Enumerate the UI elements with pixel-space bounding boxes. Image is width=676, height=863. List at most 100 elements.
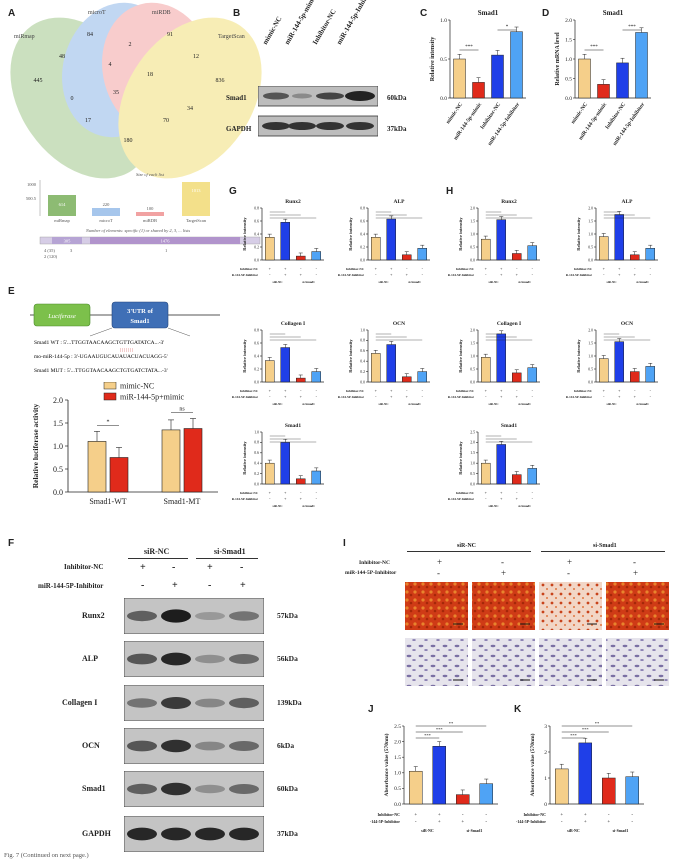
condition-sign: +	[500, 272, 503, 277]
blot-band	[195, 741, 225, 751]
condition-sign: +	[284, 496, 287, 501]
bar	[512, 474, 522, 485]
sig-label: ***	[582, 727, 590, 732]
condition-sign: +	[485, 266, 488, 271]
group-label: si-Smad1	[408, 402, 421, 406]
condition-sign: -	[516, 266, 518, 271]
condition-sign: -	[375, 272, 377, 277]
bar	[280, 442, 290, 485]
bar	[265, 360, 275, 383]
panelE-construct: Luciferase 3'UTR of Smad1 Smad1 WT : 5'.…	[30, 301, 220, 374]
group-underline	[196, 558, 258, 559]
panel-label-b: B	[233, 8, 241, 19]
legend-label: miR-144-5p+mimic	[120, 393, 185, 402]
group-label: siR-NC	[606, 280, 617, 284]
blot-band	[229, 741, 259, 751]
y-axis-label: Relative intensity	[430, 37, 436, 82]
y-tick-label: 2.0	[588, 206, 593, 210]
y-tick-label: 1.5	[565, 37, 572, 43]
y-tick-label: 0.8	[360, 206, 365, 210]
condition-sign: +	[284, 490, 287, 495]
condition-sign: +	[516, 394, 519, 399]
group-label: si-Smad1	[302, 402, 315, 406]
bar	[496, 444, 506, 485]
condition-sign: +	[406, 272, 409, 277]
condition-label: miR-144-5P-Inhibitor	[516, 819, 546, 824]
condition-sign: +	[607, 820, 610, 825]
group-label: si-Smad1	[636, 280, 649, 284]
y-tick-label: 1.0	[470, 461, 475, 465]
condition-sign: -	[316, 490, 318, 495]
blot-kda: 60kDa	[387, 94, 407, 102]
svg-text:Smad1 MUT : 5'...TTGGTAACAAGC: Smad1 MUT : 5'...TTGGTAACAAGCTGTGATCTATA…	[34, 368, 168, 374]
luciferase-box	[33, 303, 91, 327]
bar	[614, 214, 624, 261]
condition-sign: +	[584, 820, 587, 825]
condition-sign: -	[485, 272, 487, 277]
blot-band	[161, 827, 191, 841]
y-tick-label: 1.0	[588, 354, 593, 358]
y-tick-label: 1.0	[470, 354, 475, 358]
y-tick-label: 0	[544, 802, 547, 808]
blot-band	[195, 784, 225, 794]
condition-sign: +	[284, 266, 287, 271]
svg-text:Smad1: Smad1	[130, 318, 149, 325]
y-axis-label: Relative intensity	[576, 339, 581, 373]
stain-image	[539, 582, 602, 630]
svg-text:2: 2	[129, 42, 132, 48]
bar	[402, 254, 412, 261]
bar	[512, 253, 522, 261]
chart-title: Smad1	[603, 10, 624, 17]
condition-label: Inhibitor-NC	[346, 267, 365, 271]
blot-band	[229, 611, 259, 621]
condition-label: Inhibitor-NC	[240, 267, 259, 271]
condition-sign: -	[532, 496, 534, 501]
svg-text:3: 3	[70, 248, 73, 253]
bar	[578, 742, 592, 805]
svg-text:TargetScan: TargetScan	[186, 218, 207, 223]
panel-label-i: I	[343, 538, 346, 549]
svg-text:3'UTR of: 3'UTR of	[127, 308, 154, 315]
blot-image	[124, 771, 264, 807]
group-label: si-Smad1	[214, 547, 246, 556]
condition-sign: -	[422, 394, 424, 399]
condition-sign: +	[500, 266, 503, 271]
condition-sign: -	[603, 394, 605, 399]
condition-sign: +	[500, 490, 503, 495]
blot-band	[195, 827, 225, 841]
condition-sign: -	[532, 272, 534, 277]
blot-band	[229, 654, 259, 664]
y-tick-label: 0.8	[360, 339, 365, 343]
legend-label: mimic-NC	[120, 382, 154, 391]
x-tick-label: mimic-NC	[570, 102, 589, 125]
y-axis-label: Relative intensity	[458, 339, 463, 373]
y-tick-label: 1.0	[440, 18, 447, 24]
condition-sign: +	[618, 388, 621, 393]
bar	[409, 770, 423, 805]
blot-image	[124, 816, 264, 852]
panel-label-c: C	[420, 8, 428, 19]
condition-sign: -	[634, 388, 636, 393]
condition-sign: -	[269, 496, 271, 501]
condition-sign: -	[516, 490, 518, 495]
condition-label: miR-144-5P-Inhibitor	[38, 582, 104, 590]
svg-text:1: 1	[165, 248, 167, 253]
condition-label: Inhibitor-NC	[574, 267, 593, 271]
y-tick-label: 2.0	[470, 441, 475, 445]
sig-label: **	[595, 721, 600, 726]
condition-sign: -	[316, 394, 318, 399]
blot-name: OCN	[82, 741, 100, 750]
y-axis-label: Relative intensity	[458, 217, 463, 251]
svg-text:1013: 1013	[192, 188, 202, 193]
condition-sign: -	[316, 266, 318, 271]
x-tick-label: mimic-NC	[445, 102, 464, 125]
condition-sign: -	[269, 394, 271, 399]
figure-caption: Fig. 7 (Continued on next page.)	[4, 852, 89, 859]
y-tick-label: 0.8	[254, 441, 259, 445]
blot-kda: 57kDa	[277, 611, 298, 620]
y-tick-label: 1.0	[360, 328, 365, 332]
condition-label: miR-144-5P-Inhibitor	[370, 819, 400, 824]
y-tick-label: 1.5	[588, 219, 593, 223]
y-tick-label: 0.5	[470, 367, 475, 371]
